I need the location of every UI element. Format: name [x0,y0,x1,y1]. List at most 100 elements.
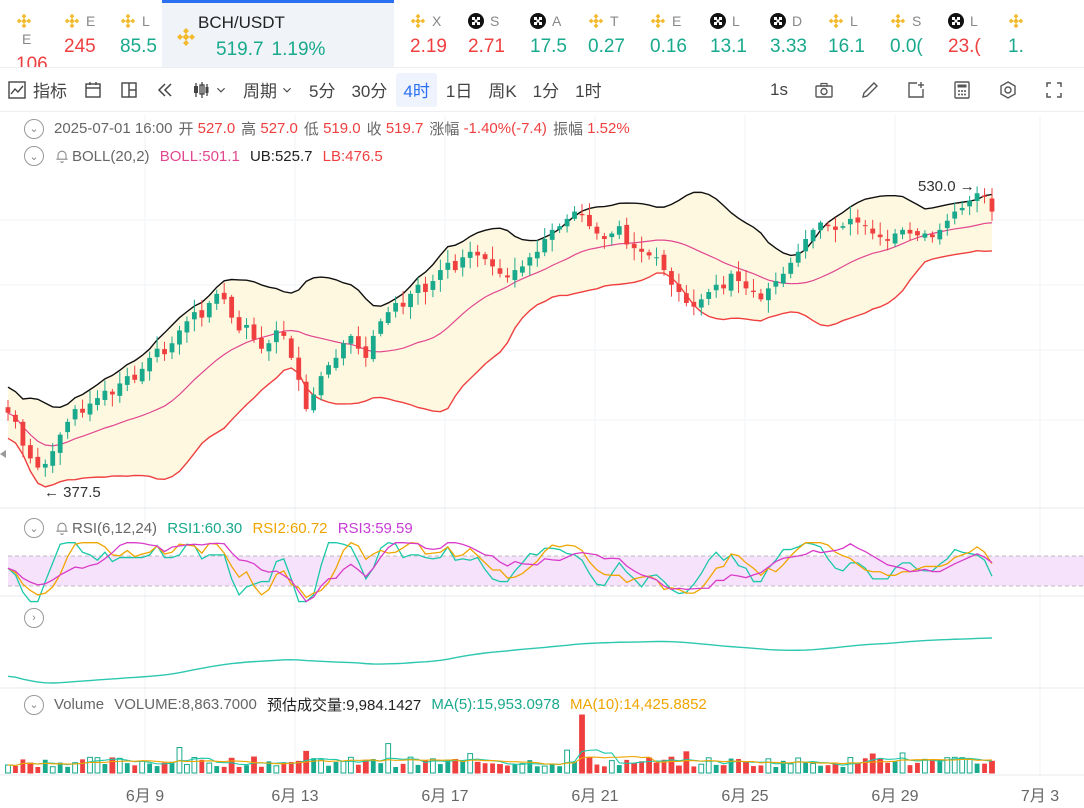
fullscreen-button[interactable] [1038,73,1070,107]
ticker-item[interactable]: S 0.0( [874,0,932,67]
candle-body [900,229,905,235]
ticker-item[interactable]: X 2.19 [394,0,452,67]
candle-body [803,239,809,252]
ticker-item[interactable]: D 3.33 [754,0,812,67]
volume-bar [541,765,548,774]
ticker-name: L [732,12,740,29]
ohlc-low-label: 低 [303,121,319,138]
interval-tab[interactable]: 1时 [575,82,602,101]
okx-icon [530,12,546,29]
calculator-button[interactable] [946,73,978,107]
ticker-item[interactable]: A 17.5 [514,0,572,67]
interval-tab[interactable]: 周K [488,82,517,101]
interval-tab[interactable]: 1日 [445,82,473,101]
ticker-price: 13.1 [710,36,748,58]
candle-body [65,421,71,433]
ticker-item[interactable]: E 106 [0,0,48,67]
indicators-button[interactable]: 指标 [0,73,74,107]
candle-body [661,254,667,271]
volume-bar [683,751,690,774]
volume-bar [102,763,108,773]
ticker-item[interactable]: T 0.27 [572,0,634,67]
bnb-icon [176,27,196,47]
candle-body [683,293,689,303]
candle-body [423,283,428,293]
interval-tab[interactable]: 30分 [351,82,388,101]
candle-body [728,273,734,291]
ticker-item-active[interactable]: BCH/USDT 519.7 1.19% [162,0,394,67]
ticker-price-value: 245 [64,36,96,57]
volume-bar [825,765,831,773]
volume-bar [907,765,913,773]
volume-bar [415,764,421,773]
volume-bar [549,763,555,773]
ticker-price-value: 0.16 [650,36,687,57]
ticker-item[interactable]: S 2.71 [452,0,514,67]
volume-bar [393,766,399,773]
ticker-price: 0.0( [890,36,926,58]
expand-panel-button[interactable]: › [24,608,44,628]
layout-button[interactable] [112,73,146,107]
period-dropdown[interactable]: 周期 [236,73,300,107]
volume-ma10: MA(10):14,425.8852 [570,696,707,713]
candle-body [542,239,548,253]
volume-bar [579,714,585,774]
x-axis-tick-label: 6月 21 [571,788,618,805]
volume-bar [646,757,652,774]
candle-body [989,198,995,212]
volume-bar [370,759,376,773]
rewind-button[interactable] [148,73,182,107]
volume-bar [698,763,705,774]
candle-body [713,284,719,291]
ticker-item[interactable]: L 85.5 [104,0,162,67]
interval-tab[interactable]: 4时 [396,72,437,107]
volume-bar [915,762,920,773]
ticker-price-value: 3.33 [770,36,807,57]
collapse-volume-button[interactable]: ⌄ [24,694,44,715]
draw-button[interactable] [854,73,886,107]
volume-bar [147,763,153,773]
ticker-name: BCH/USDT [198,13,285,32]
refresh-rate-button[interactable]: 1s [764,73,794,107]
candle-body [244,324,249,328]
candle-body [117,383,123,396]
ohlc-close-label: 收 [366,121,382,138]
interval-tab[interactable]: 5分 [309,82,336,101]
candle-body [311,394,317,411]
candle-body [549,229,555,240]
chart-type-button[interactable] [184,73,234,107]
rsi2-line [7,541,993,599]
boll-band-fill [8,192,992,487]
settings-button[interactable] [992,73,1024,107]
ticker-item[interactable]: E 0.16 [634,0,694,67]
ticker-price-value: 0.0( [890,36,923,57]
collapse-ohlc-button[interactable]: ⌄ [24,118,44,139]
ticker-item[interactable]: L 23.( [932,0,992,67]
calendar-button[interactable] [76,73,110,107]
collapse-boll-button[interactable]: ⌄ [24,146,44,166]
candle-body [810,229,816,242]
ticker-name: T [610,12,619,29]
ticker-item[interactable]: L 16.1 [812,0,874,67]
rsi-zone-fill [8,556,1084,586]
volume-bar [362,759,369,774]
candle-body [765,288,771,301]
volume-bar [787,763,794,774]
ohlc-amp: 1.52% [587,120,630,137]
period-label: 周期 [243,82,277,101]
volume-bar [966,758,973,774]
ticker-item[interactable]: L 13.1 [694,0,754,67]
ticker-price: 0.16 [650,36,688,58]
volume-bar [5,764,11,774]
collapse-rsi-button[interactable]: ⌄ [24,518,44,538]
add-window-button[interactable] [900,73,932,107]
volume-bar [445,759,451,773]
candle-body [676,284,682,293]
screenshot-button[interactable] [808,73,840,107]
interval-tab[interactable]: 1分 [532,82,560,101]
ticker-item[interactable]: 1. [992,0,1032,67]
ticker-name: L [142,12,150,29]
ticker-item[interactable]: E 245 [48,0,104,67]
ticker-strip[interactable]: E 106 E 245 L 85.5 BCH/USDT 519.7 1.19% X 2.19 S 2.7… [0,0,1084,68]
